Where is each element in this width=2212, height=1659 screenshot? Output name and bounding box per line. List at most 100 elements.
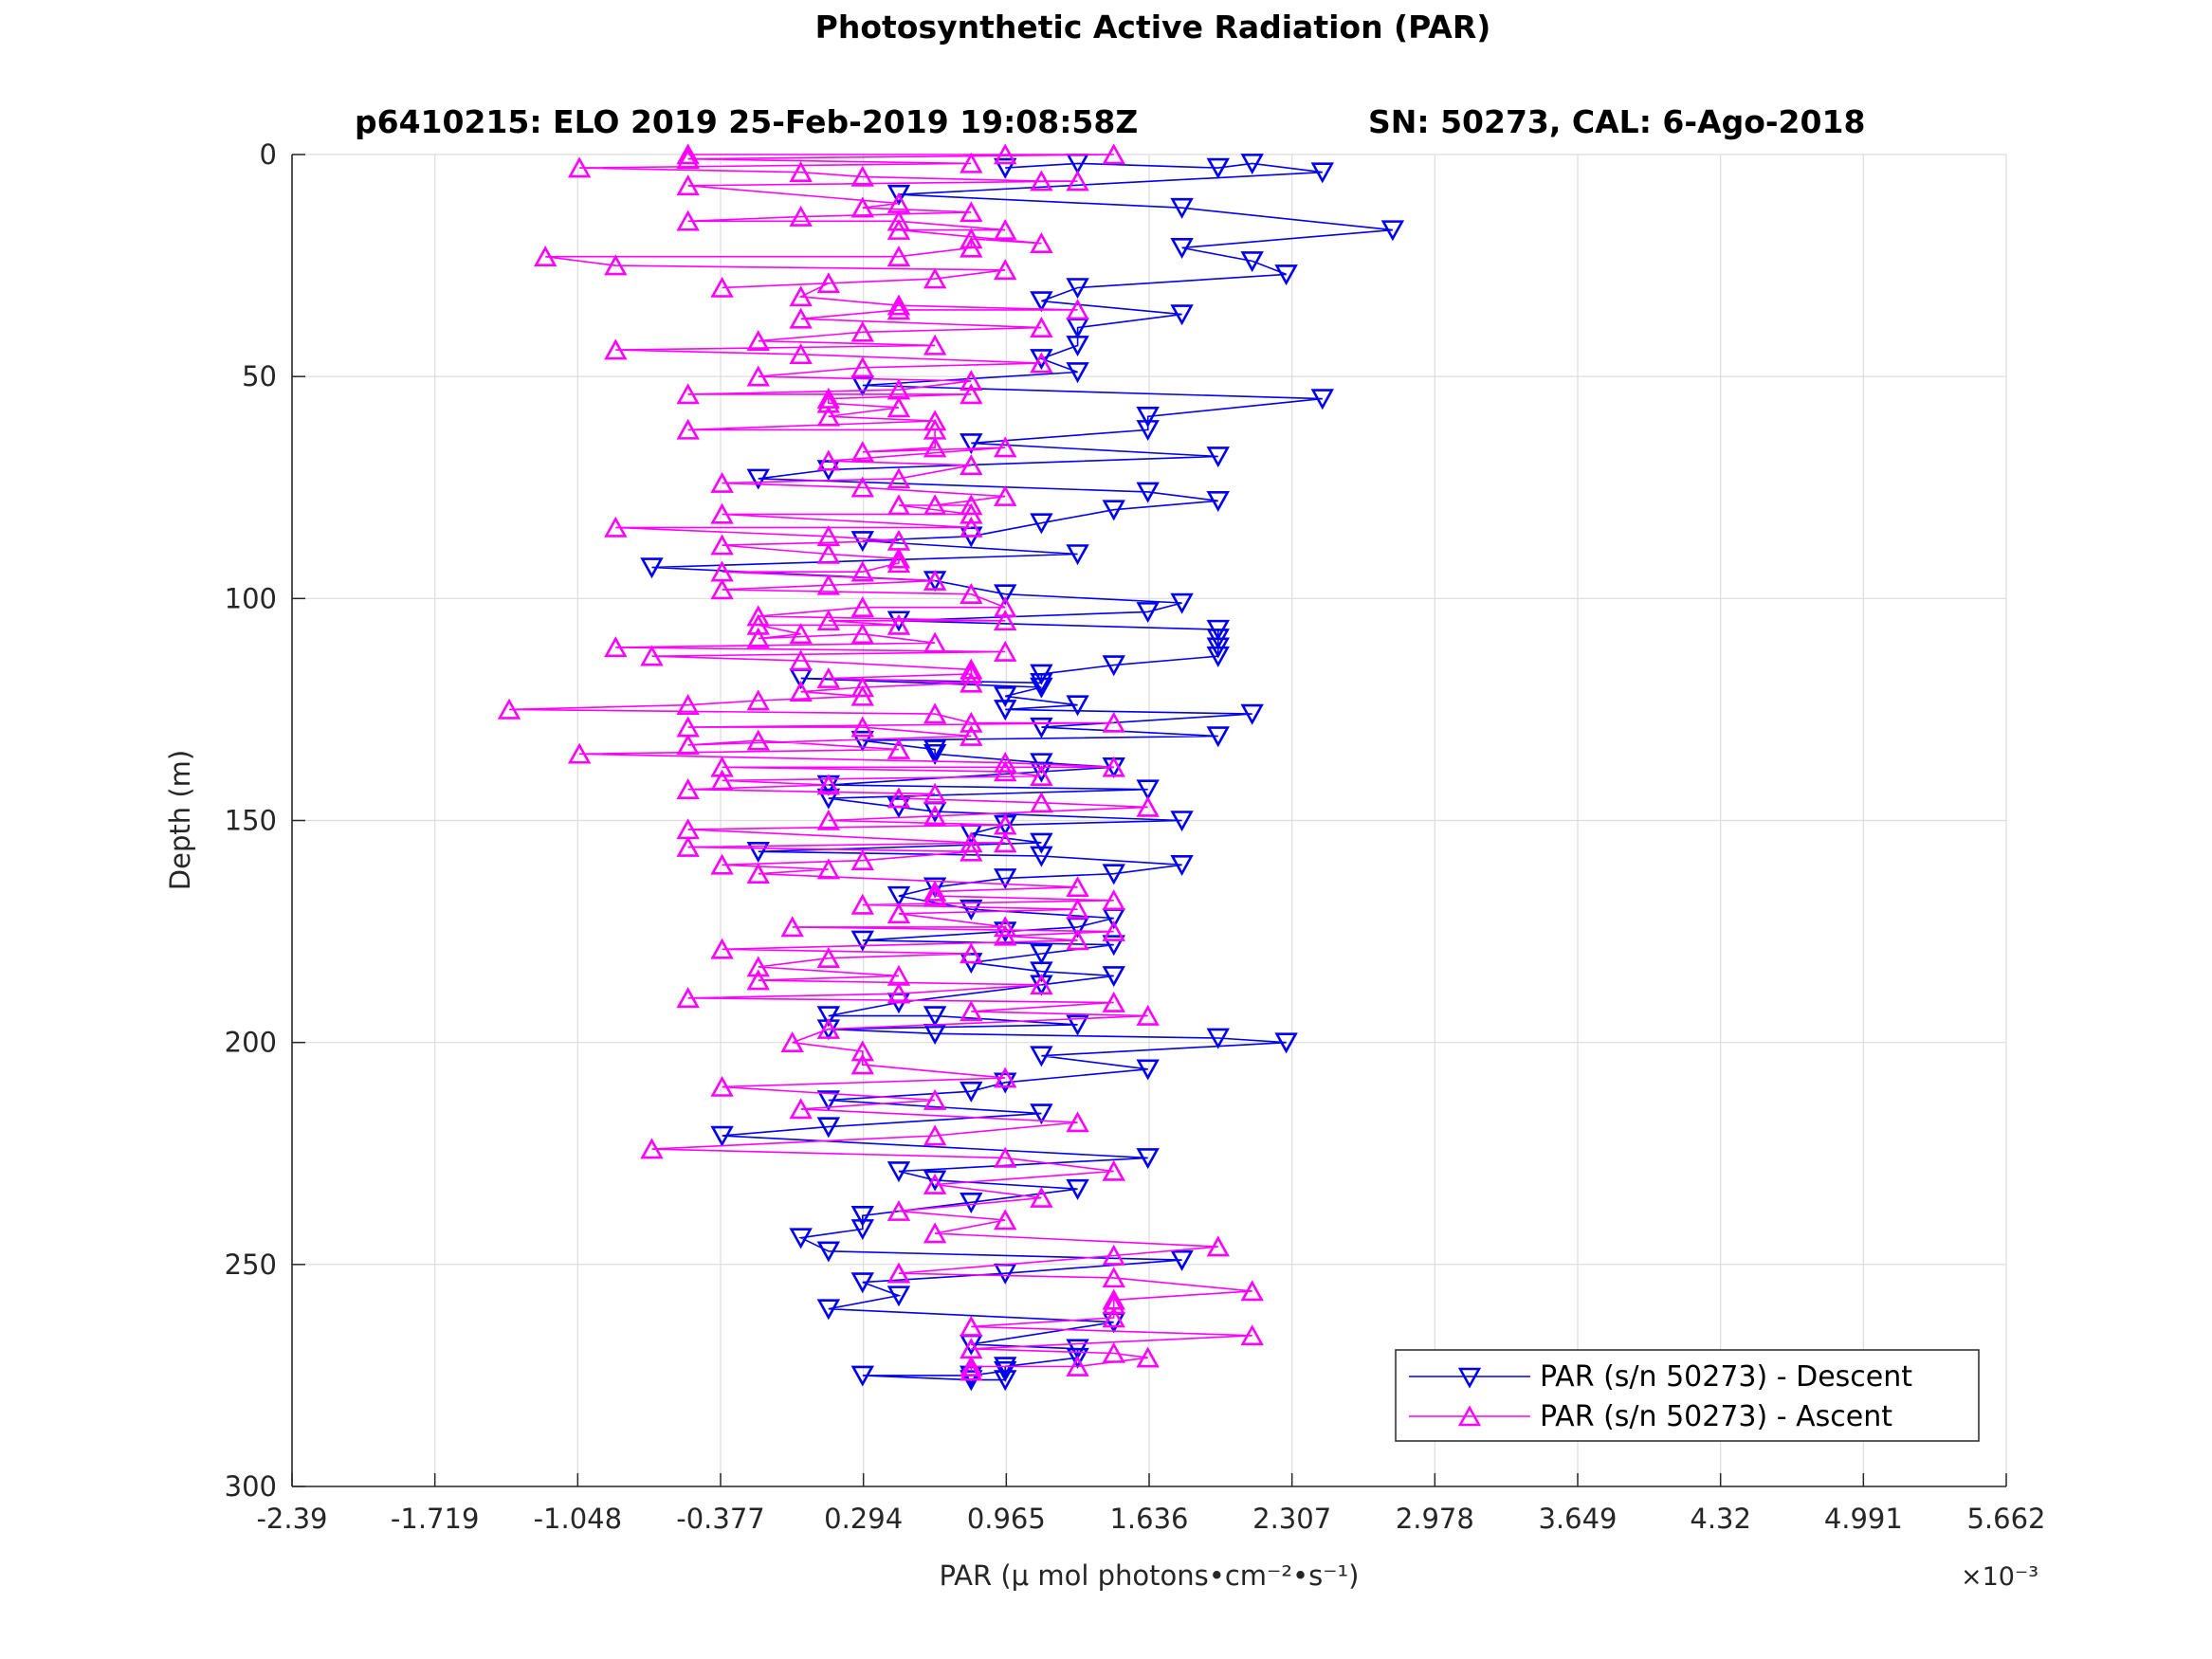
data-point-ascent bbox=[710, 769, 734, 791]
data-point-ascent bbox=[850, 596, 874, 618]
data-point-descent bbox=[1136, 779, 1160, 801]
data-point-ascent bbox=[1030, 764, 1053, 786]
data-point-descent bbox=[816, 1117, 841, 1139]
data-point-ascent bbox=[923, 334, 947, 356]
data-point-ascent bbox=[887, 494, 911, 516]
data-point-ascent bbox=[1102, 756, 1125, 777]
data-point-ascent bbox=[676, 818, 700, 840]
x-tick-label: 4.991 bbox=[1824, 1503, 1903, 1535]
data-point-ascent bbox=[994, 484, 1017, 506]
data-point-ascent bbox=[676, 835, 700, 857]
data-point-ascent bbox=[923, 494, 947, 516]
x-tick-label: 2.307 bbox=[1252, 1503, 1331, 1535]
data-point-ascent bbox=[567, 742, 592, 764]
data-point-ascent bbox=[789, 205, 813, 227]
data-point-ascent bbox=[1206, 1235, 1230, 1257]
data-point-descent bbox=[710, 1125, 734, 1147]
data-point-descent bbox=[1030, 677, 1053, 699]
data-point-ascent bbox=[789, 307, 813, 329]
legend-ascent-marker bbox=[1457, 1405, 1482, 1427]
data-point-ascent bbox=[1102, 1288, 1125, 1310]
data-point-ascent bbox=[816, 610, 841, 631]
data-point-descent bbox=[960, 899, 983, 921]
legend-ascent-label: PAR (s/n 50273) - Ascent bbox=[1540, 1400, 1892, 1433]
data-point-ascent bbox=[816, 525, 841, 547]
legend-descent-label: PAR (s/n 50273) - Descent bbox=[1540, 1360, 1912, 1394]
data-point-ascent bbox=[887, 1199, 911, 1221]
data-point-descent bbox=[1170, 855, 1194, 877]
axes bbox=[291, 154, 2007, 1487]
data-point-descent bbox=[816, 1299, 841, 1321]
data-point-ascent bbox=[816, 392, 841, 413]
data-point-ascent bbox=[816, 666, 841, 688]
legend-descent-marker bbox=[1457, 1367, 1482, 1389]
series-line-ascent bbox=[508, 154, 1252, 1372]
data-point-descent bbox=[994, 686, 1017, 708]
data-point-ascent bbox=[994, 143, 1017, 165]
x-axis-label: PAR (μ mol photons•cm⁻²•s⁻¹) bbox=[940, 1559, 1360, 1592]
series-layer bbox=[497, 143, 1405, 1392]
data-point-ascent bbox=[887, 552, 911, 574]
chart-title: Photosynthetic Active Radiation (PAR) bbox=[815, 9, 1491, 46]
data-point-ascent bbox=[923, 267, 947, 289]
data-point-descent bbox=[887, 885, 911, 907]
data-point-descent bbox=[960, 1192, 983, 1213]
data-point-ascent bbox=[960, 1359, 983, 1381]
data-point-ascent bbox=[746, 365, 770, 387]
data-point-ascent bbox=[1240, 1280, 1264, 1302]
data-point-ascent bbox=[994, 831, 1017, 853]
x-axis-multiplier: ×10⁻³ bbox=[1961, 1562, 2038, 1592]
data-point-ascent bbox=[923, 631, 947, 653]
data-point-ascent bbox=[994, 1146, 1017, 1168]
data-point-ascent bbox=[604, 636, 628, 658]
data-point-ascent bbox=[960, 1315, 983, 1337]
y-tick-label: 150 bbox=[225, 805, 277, 837]
data-point-descent bbox=[994, 868, 1017, 890]
data-point-ascent bbox=[887, 396, 911, 418]
data-point-descent bbox=[816, 1090, 841, 1112]
data-point-descent bbox=[1136, 482, 1160, 503]
data-point-ascent bbox=[994, 916, 1017, 938]
data-point-descent bbox=[816, 1241, 841, 1263]
data-point-ascent bbox=[960, 831, 983, 853]
data-point-ascent bbox=[676, 210, 700, 231]
data-point-ascent bbox=[850, 893, 874, 915]
data-point-ascent bbox=[923, 1222, 947, 1244]
data-point-descent bbox=[1102, 864, 1125, 885]
data-point-ascent bbox=[710, 938, 734, 959]
data-point-ascent bbox=[923, 1088, 947, 1110]
data-point-ascent bbox=[1102, 889, 1125, 911]
data-point-ascent bbox=[850, 676, 874, 698]
data-point-ascent bbox=[960, 228, 983, 249]
data-point-ascent bbox=[816, 405, 841, 427]
data-point-ascent bbox=[676, 734, 700, 756]
data-point-descent bbox=[1136, 1059, 1160, 1081]
data-point-descent bbox=[850, 930, 874, 952]
data-point-descent bbox=[1066, 1178, 1089, 1200]
data-point-ascent bbox=[1102, 1306, 1125, 1328]
data-point-ascent bbox=[1066, 1111, 1089, 1133]
data-point-descent bbox=[1030, 943, 1053, 965]
data-point-ascent bbox=[960, 1355, 983, 1376]
data-point-descent bbox=[1030, 832, 1053, 854]
data-point-descent bbox=[1030, 961, 1053, 983]
data-point-ascent bbox=[789, 649, 813, 671]
data-point-ascent bbox=[1066, 170, 1089, 191]
data-point-ascent bbox=[960, 370, 983, 392]
data-point-descent bbox=[850, 1219, 874, 1241]
data-point-ascent bbox=[1030, 170, 1053, 191]
data-point-ascent bbox=[960, 1000, 983, 1022]
data-point-ascent bbox=[923, 1173, 947, 1194]
chart-subtitle-left: p6410215: ELO 2019 25-Feb-2019 19:08:58Z bbox=[355, 103, 1138, 140]
data-point-ascent bbox=[887, 547, 911, 569]
data-point-ascent bbox=[850, 165, 874, 187]
data-point-descent bbox=[1240, 703, 1264, 725]
data-point-descent bbox=[1206, 157, 1230, 179]
data-point-ascent bbox=[1066, 876, 1089, 898]
data-point-descent bbox=[1066, 278, 1089, 300]
data-point-ascent bbox=[676, 418, 700, 440]
data-point-ascent bbox=[1102, 711, 1125, 733]
data-point-descent bbox=[850, 1365, 874, 1387]
x-tick-label: -0.377 bbox=[676, 1503, 765, 1535]
